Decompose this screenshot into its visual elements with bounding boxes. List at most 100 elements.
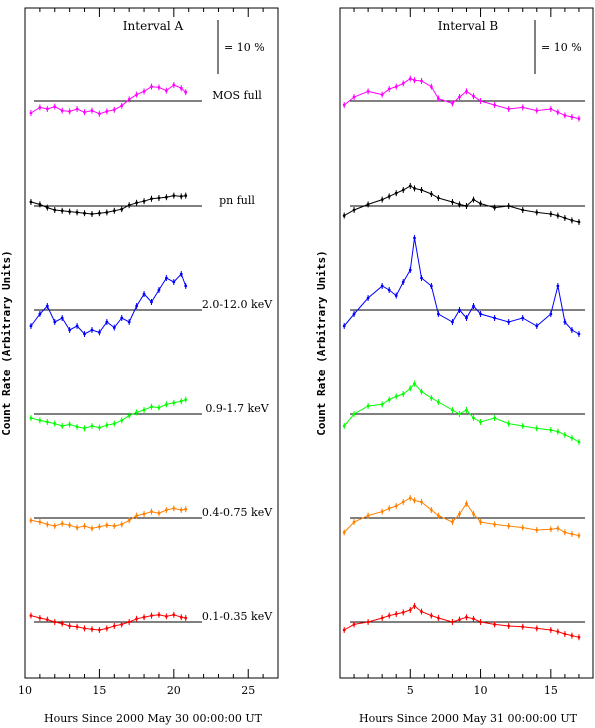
data-point [413,236,416,240]
data-point [394,294,398,297]
data-point [29,200,33,204]
panel-a-title: Interval A [123,19,184,33]
data-point [394,395,398,398]
data-point [150,197,153,201]
data-point [556,430,560,433]
data-point [142,90,146,93]
panel-b-x-axis-label: Hours Since 2000 May 31 00:00:00 UT [359,712,578,725]
data-point [479,620,482,624]
data-point [157,406,161,409]
data-point [366,620,370,624]
data-point [60,424,64,428]
data-point [29,324,33,328]
data-point [429,396,433,400]
data-point [90,527,94,530]
data-point [45,420,49,424]
data-point [142,292,146,296]
data-point [60,109,64,112]
data-point [83,211,86,215]
data-point [420,276,423,280]
data-point [120,523,124,526]
data-point [387,398,391,401]
data-point [83,332,86,336]
series-label: pn full [219,194,255,207]
panel-a-series-group: MOS full pn full 2.0-12.0 keV 0.9-1.7 keV 0.… [29,82,273,633]
data-point [83,427,86,430]
data-point [98,331,101,334]
data-point [556,284,560,288]
data-point [142,199,146,203]
data-point [420,79,423,83]
data-point [401,392,405,396]
data-point [45,523,49,526]
data-point [413,499,416,502]
data-point [105,523,109,527]
data-point [53,208,57,212]
data-point [112,326,116,329]
series-line [30,507,186,529]
data-point [394,191,398,195]
data-point [150,85,153,88]
data-point [420,390,423,393]
data-point [184,507,188,511]
data-point [563,632,567,636]
series-label: 0.9-1.7 keV [205,402,269,415]
data-point [394,85,398,88]
data-point [179,195,183,198]
data-point [29,111,33,115]
data-point [472,617,475,621]
data-point [458,512,461,516]
data-point [157,613,161,617]
data-point [472,304,475,308]
data-point [429,192,433,196]
series-0-9-1-7-kev [342,380,585,445]
data-point [394,504,398,508]
data-point [90,328,94,332]
panel-a-x-axis-label: Hours Since 2000 May 30 00:00:00 UT [44,712,263,725]
data-point [436,616,440,620]
data-point [570,436,574,440]
data-point [472,512,475,516]
series-mos-full: MOS full [29,82,262,117]
data-point [127,320,131,324]
data-point [53,422,57,425]
panel-b-frame [339,7,594,679]
data-point [401,82,405,85]
series-line [343,237,580,335]
data-point [53,105,57,108]
data-point [387,614,391,617]
data-point [521,106,525,109]
data-point [577,635,581,639]
data-point [135,411,139,414]
data-point [394,612,398,616]
x-tick-label: 25 [241,684,255,697]
series-0-4-0-75-kev [342,495,585,539]
data-point [68,328,72,332]
series-mos-full [342,75,585,122]
series-pn-full: pn full [29,192,255,217]
data-point [570,532,574,536]
panel-a-scale-bar-label: = 10 % [224,41,265,54]
data-point [429,614,433,617]
data-point [549,527,553,531]
data-point [120,316,124,320]
data-point [98,628,101,632]
data-point [352,520,356,524]
data-point [164,276,168,280]
data-point [479,99,482,103]
data-point [105,627,109,630]
data-point [38,520,42,524]
data-point [352,95,356,99]
data-point [164,508,168,512]
panel-b-title: Interval B [438,19,499,33]
data-point [53,620,57,624]
data-point [556,214,560,218]
data-point [179,615,183,619]
x-tick-label: 10 [18,684,32,697]
series-0-1-0-35-kev: 0.1-0.35 keV [29,610,273,633]
series-2-0-12-0-kev: 2.0-12.0 keV [29,271,273,337]
data-point [157,86,161,89]
data-point [436,97,440,100]
data-point [366,404,370,408]
data-point [408,268,412,272]
